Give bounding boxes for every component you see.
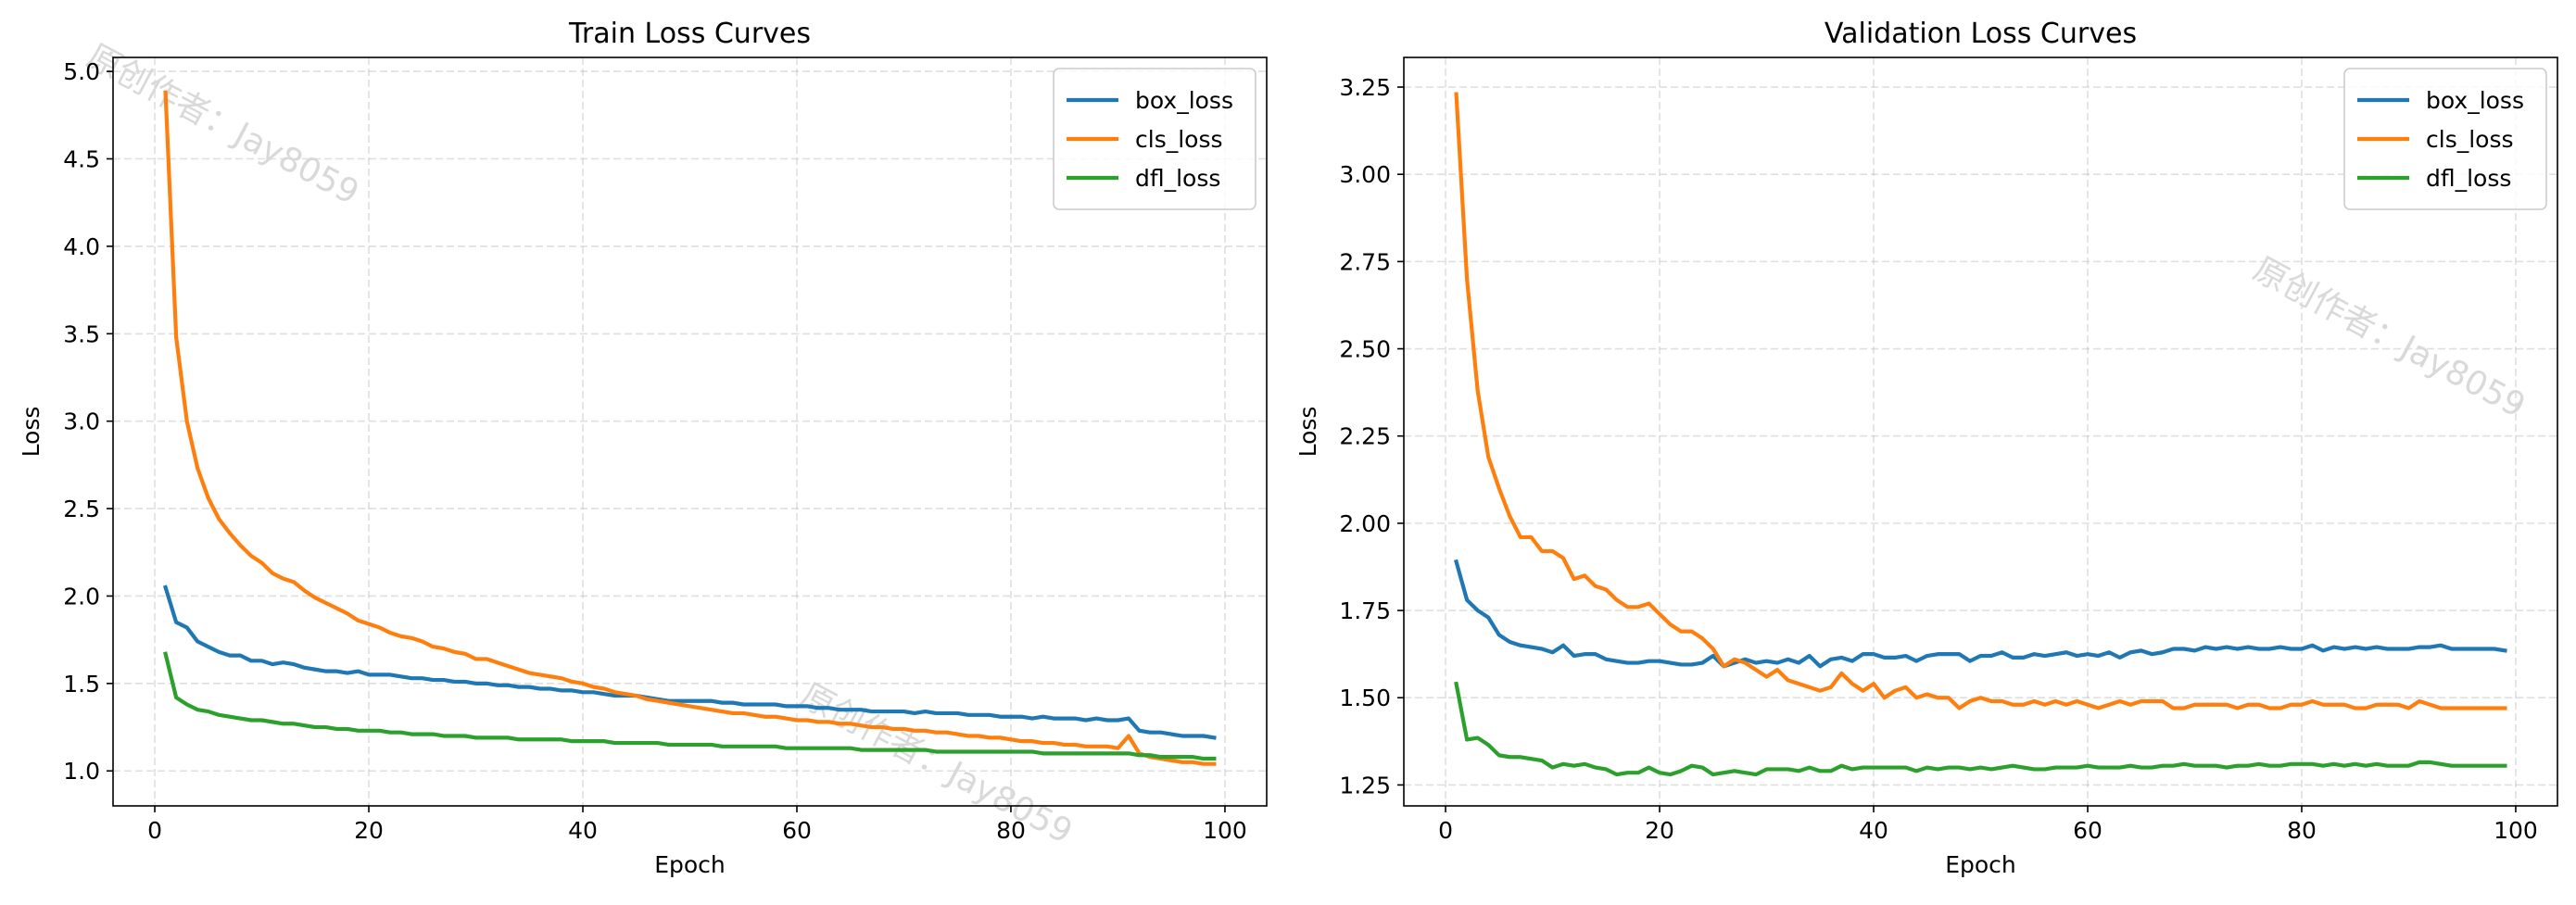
legend-label: box_loss	[2426, 87, 2524, 114]
x-tick-label: 40	[568, 817, 598, 844]
series-line-box-loss	[1454, 559, 2507, 669]
y-tick-label: 3.25	[1339, 74, 1391, 101]
legend-label: dfl_loss	[2426, 165, 2511, 192]
series-line-cls-loss	[1454, 92, 2507, 710]
x-tick-label: 20	[1645, 817, 1674, 844]
series-line-dfl-loss	[1454, 681, 2507, 777]
x-tick-label: 0	[147, 817, 162, 844]
y-tick-label: 3.0	[63, 409, 100, 435]
x-tick-label: 60	[782, 817, 812, 844]
y-tick-label: 4.5	[63, 145, 100, 172]
y-tick-label: 3.00	[1339, 161, 1391, 188]
x-tick-label: 20	[354, 817, 384, 844]
x-tick-label: 60	[2073, 817, 2102, 844]
series-line-cls-loss	[163, 90, 1217, 766]
axes-frame	[112, 57, 1268, 807]
y-tick-label: 1.5	[63, 671, 100, 698]
y-tick-label: 2.25	[1339, 423, 1391, 450]
y-tick-label: 3.5	[63, 321, 100, 347]
legend-label: cls_loss	[2426, 126, 2514, 153]
y-tick-label: 1.75	[1339, 597, 1391, 624]
y-tick-label: 2.75	[1339, 248, 1391, 275]
y-axis-label: Loss	[1294, 407, 1321, 458]
y-tick-label: 4.0	[63, 233, 100, 260]
x-tick-label: 40	[1859, 817, 1888, 844]
legend: box_loss cls_loss dfl_loss	[1053, 68, 1256, 210]
legend: box_loss cls_loss dfl_loss	[2343, 68, 2547, 210]
y-tick-label: 2.0	[63, 583, 100, 610]
y-tick-label: 1.50	[1339, 685, 1391, 711]
x-axis-label: Epoch	[654, 851, 726, 878]
y-tick-label: 2.00	[1339, 510, 1391, 537]
chart-title: Train Loss Curves	[568, 18, 811, 50]
watermark-text: 原创作者：Jay8059	[2247, 250, 2532, 425]
watermark-text: 原创作者：Jay8059	[81, 37, 365, 212]
chart-title: Validation Loss Curves	[1825, 18, 2137, 50]
x-tick-label: 0	[1438, 817, 1453, 844]
series-line-box-loss	[162, 584, 1217, 740]
validation-loss-chart: 原创作者：Jay8059 0 20 40 60 80 100 1.25 1.50 1.75 2.00…	[1294, 18, 2558, 878]
watermark-text: 原创作者：Jay8059	[794, 676, 1079, 851]
x-tick-label: 100	[1203, 817, 1247, 844]
y-tick-label: 2.5	[63, 496, 100, 522]
y-tick-label: 1.25	[1339, 772, 1391, 798]
series-line-dfl-loss	[163, 651, 1217, 761]
train-loss-chart: 原创作者：Jay8059 原创作者：Jay8059 0 20 40 60 80 100 1.0 1…	[18, 18, 1268, 878]
axes-frame	[1403, 57, 2558, 807]
y-axis-label: Loss	[18, 407, 44, 458]
y-tick-label: 1.0	[63, 758, 100, 785]
legend-label: cls_loss	[1135, 126, 1223, 153]
y-tick-label: 5.0	[63, 58, 100, 85]
legend-label: box_loss	[1135, 87, 1233, 114]
y-tick-label: 2.50	[1339, 336, 1391, 363]
legend-label: dfl_loss	[1135, 165, 1220, 192]
legend-box	[1053, 68, 1256, 210]
x-tick-label: 80	[996, 817, 1026, 844]
x-axis-label: Epoch	[1945, 851, 2016, 878]
x-tick-label: 80	[2287, 817, 2317, 844]
legend-box	[2343, 68, 2547, 210]
x-tick-label: 100	[2494, 817, 2538, 844]
